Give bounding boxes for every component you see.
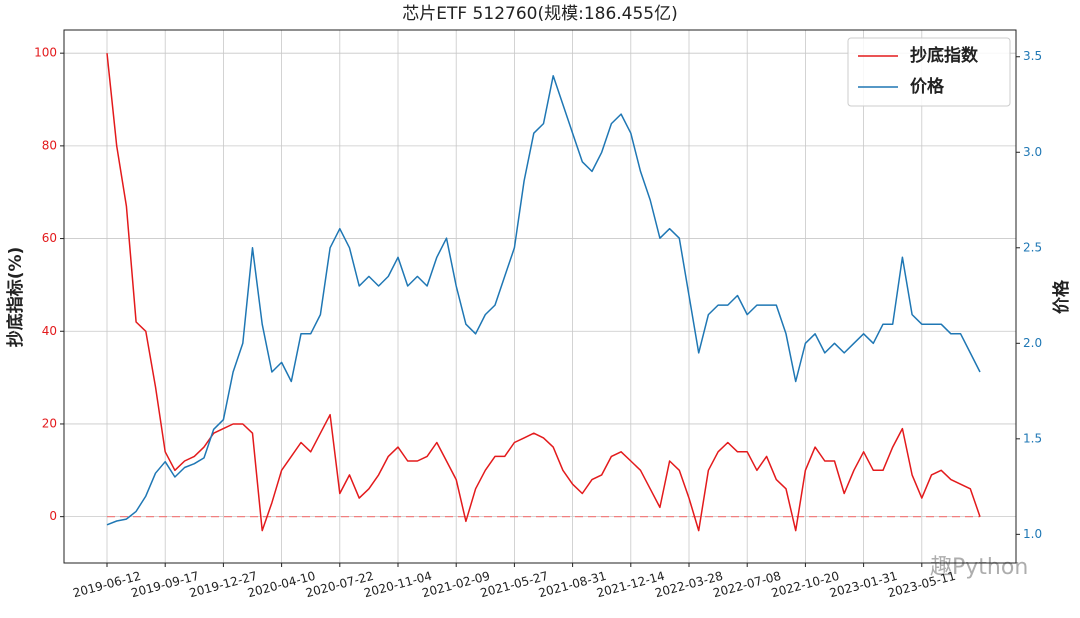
y2-tick-label: 3.0: [1023, 145, 1042, 159]
data-line: [106, 53, 981, 532]
y-tick-label: 100: [34, 46, 57, 60]
watermark: 趣Python: [930, 555, 1028, 580]
y-tick-label: 0: [49, 509, 57, 523]
chart-title: 芯片ETF 512760(规模:186.455亿): [402, 4, 678, 24]
y2-tick-label: 3.5: [1023, 49, 1042, 63]
y2-tick-label: 1.5: [1023, 431, 1042, 445]
legend-label: 抄底指数: [910, 45, 979, 66]
y-tick-label: 80: [42, 138, 57, 152]
y2-axis-label: 价格: [1051, 279, 1072, 314]
y2-tick-label: 2.5: [1023, 240, 1042, 254]
y-tick-label: 40: [42, 324, 57, 338]
legend-label: 价格: [910, 76, 945, 97]
plot-frame: [63, 29, 1017, 564]
y-axis-label: 抄底指标(%): [5, 247, 26, 348]
y2-tick-label: 2.0: [1023, 336, 1042, 350]
y2-tick-label: 1.0: [1023, 527, 1042, 541]
legend-box: [847, 37, 1011, 107]
data-line: [106, 75, 981, 526]
y-tick-label: 60: [42, 231, 57, 245]
y-tick-label: 20: [42, 416, 57, 430]
x-tick-label: 2023-05-11: [886, 569, 957, 601]
